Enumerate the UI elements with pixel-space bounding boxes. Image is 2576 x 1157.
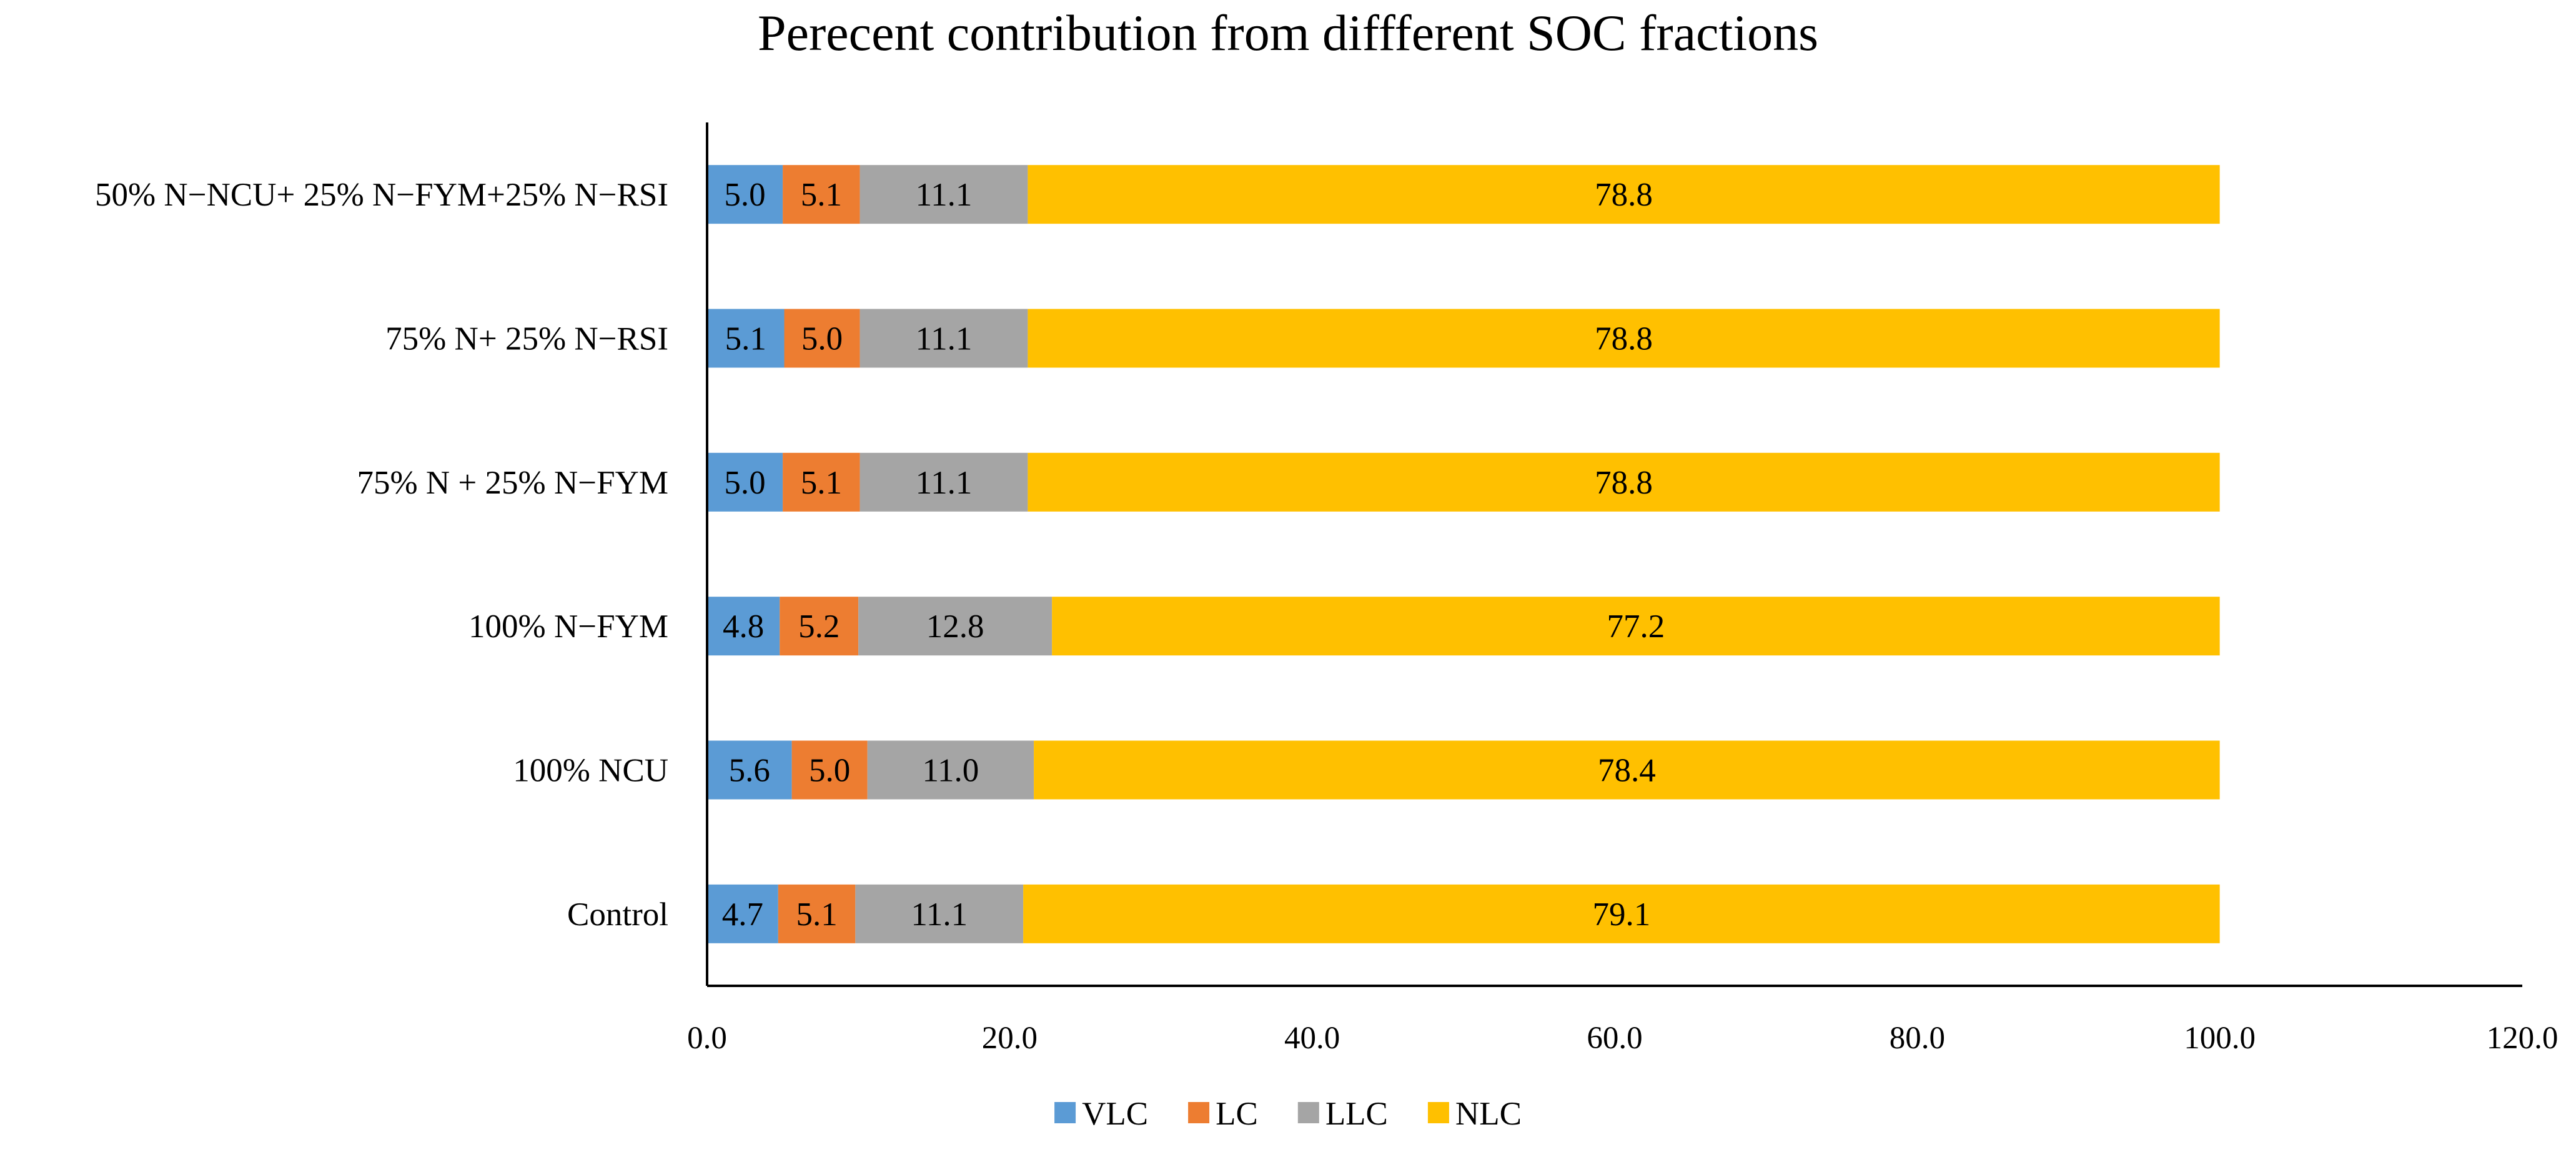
data-label-lc: 5.0 (801, 321, 843, 357)
bar-segment-llc (859, 309, 1028, 368)
bar-segment-vlc (707, 452, 783, 512)
data-label-nlc: 78.8 (1595, 321, 1653, 357)
bar-segment-llc (855, 884, 1024, 943)
category-label: 50% N−NCU+ 25% N−FYM+25% N−RSI (95, 177, 668, 213)
data-label-lc: 5.1 (796, 896, 837, 933)
category-label: 75% N+ 25% N−RSI (385, 321, 668, 357)
data-label-vlc: 4.7 (722, 896, 763, 933)
category-label: 100% N−FYM (468, 608, 668, 645)
x-tick-label: 80.0 (1890, 1021, 1945, 1056)
data-label-nlc: 79.1 (1593, 896, 1651, 933)
bar-segment-nlc (1028, 309, 2220, 368)
x-axis-ticks: 0.0 20.0 40.0 60.0 80.0 100.0 120.0 (687, 1021, 2558, 1056)
data-label-lc: 5.1 (801, 465, 842, 501)
category-label: 100% NCU (513, 753, 668, 789)
bar-segment-lc (780, 597, 859, 656)
bar-segment-nlc (1023, 884, 2220, 943)
bar-segment-vlc (707, 165, 783, 224)
data-label-llc: 12.8 (926, 608, 984, 645)
bar-segment-vlc (707, 309, 785, 368)
bar-segment-nlc (1028, 165, 2220, 224)
bar-segment-lc (783, 452, 860, 512)
bar-segment-nlc (1028, 452, 2220, 512)
category-labels: Control 100% NCU 100% N−FYM 75% N + 25% N−F… (95, 177, 668, 933)
bar-segment-nlc (1052, 597, 2220, 656)
data-label-nlc: 78.4 (1598, 753, 1656, 789)
data-label-nlc: 78.8 (1595, 465, 1653, 501)
bar-segment-lc (783, 165, 860, 224)
data-label-llc: 11.1 (916, 321, 973, 357)
x-tick-label: 120.0 (2487, 1021, 2559, 1056)
legend-label-nlc: NLC (1455, 1096, 1522, 1132)
category-label: Control (567, 896, 668, 933)
legend-swatch-lc (1188, 1102, 1210, 1123)
bar-segment-lc (791, 740, 868, 800)
bar-segment-llc (859, 452, 1028, 512)
legend-label-vlc: VLC (1082, 1096, 1148, 1132)
x-tick-label: 20.0 (982, 1021, 1038, 1056)
data-label-vlc: 5.0 (724, 465, 765, 501)
bar-segment-vlc (707, 740, 792, 800)
bar-segment-vlc (707, 597, 780, 656)
data-label-vlc: 4.8 (723, 608, 764, 645)
x-tick-label: 100.0 (2184, 1021, 2256, 1056)
data-label-vlc: 5.6 (729, 753, 770, 789)
bar-segment-lc (784, 309, 860, 368)
data-label-llc: 11.1 (916, 177, 973, 213)
legend-label-lc: LC (1216, 1096, 1258, 1132)
chart-title: Perecent contribution from diffferent SO… (758, 4, 1818, 61)
data-label-nlc: 78.8 (1595, 177, 1653, 213)
data-label-lc: 5.2 (798, 608, 840, 645)
data-label-lc: 5.0 (809, 753, 850, 789)
legend-label-llc: LLC (1325, 1096, 1388, 1132)
legend-swatch-llc (1297, 1102, 1319, 1123)
category-label: 75% N + 25% N−FYM (357, 465, 668, 501)
bar-segment-lc (778, 884, 856, 943)
bar-segment-llc (858, 597, 1053, 656)
x-tick-label: 40.0 (1284, 1021, 1340, 1056)
x-tick-label: 60.0 (1587, 1021, 1642, 1056)
data-label-llc: 11.1 (916, 465, 973, 501)
bar-segment-nlc (1034, 740, 2220, 800)
x-tick-label: 0.0 (687, 1021, 727, 1056)
legend: VLC LC LLC NLC (1054, 1096, 1522, 1132)
data-label-llc: 11.0 (922, 753, 979, 789)
data-label-lc: 5.1 (801, 177, 842, 213)
data-label-llc: 11.1 (911, 896, 968, 933)
bars-group: 4.7 5.1 11.1 79.1 5.6 5.0 11.0 78.4 4.8 5.2 12.8 77… (707, 165, 2220, 943)
data-label-nlc: 77.2 (1607, 608, 1665, 645)
data-label-vlc: 5.1 (725, 321, 766, 357)
legend-swatch-nlc (1427, 1102, 1449, 1123)
legend-swatch-vlc (1054, 1102, 1076, 1123)
bar-segment-llc (867, 740, 1034, 800)
bar-segment-llc (859, 165, 1028, 224)
bar-segment-vlc (707, 884, 778, 943)
data-label-vlc: 5.0 (724, 177, 765, 213)
